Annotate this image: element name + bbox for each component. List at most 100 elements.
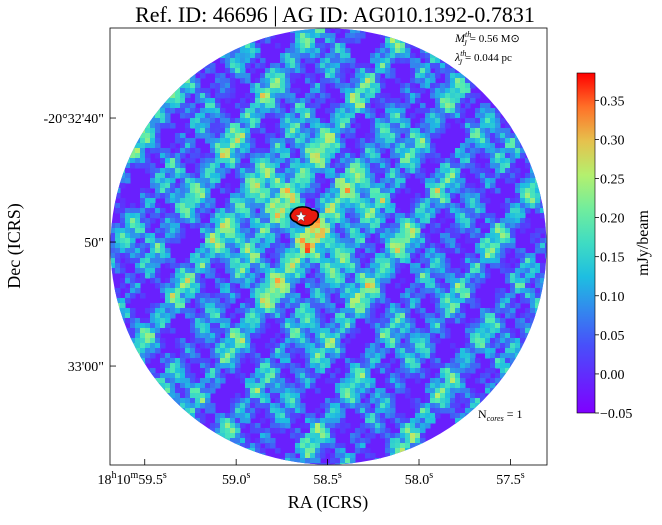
map-cell [500,158,506,164]
map-cell [415,358,421,364]
map-cell [300,298,306,304]
map-cell [260,263,266,269]
map-cell [445,208,451,214]
map-cell [375,368,381,374]
map-cell [345,173,351,179]
map-cell [170,393,176,399]
map-cell [290,113,296,119]
map-cell [160,218,166,224]
map-cell [385,328,391,334]
map-cell [265,103,271,109]
map-cell [445,293,451,299]
map-cell [225,298,231,304]
map-cell [300,393,306,399]
map-cell [375,293,381,299]
map-cell [335,58,341,64]
map-cell [420,368,426,374]
map-cell [475,268,481,274]
map-cell [255,368,261,374]
map-cell [125,318,131,324]
map-cell [270,193,276,199]
map-cell [275,268,281,274]
map-cell [165,288,171,294]
map-cell [360,108,366,114]
map-cell [470,258,476,264]
sup: th [460,49,466,58]
map-cell [310,318,316,324]
map-cell [215,83,221,89]
map-cell [310,328,316,334]
map-cell [440,313,446,319]
map-cell [175,238,181,244]
map-cell [180,288,186,294]
map-cell [205,323,211,329]
map-cell [305,338,311,344]
map-cell [380,103,386,109]
map-cell [270,403,276,409]
map-cell [270,233,276,239]
map-cell [295,38,301,44]
map-cell [270,298,276,304]
map-cell [375,203,381,209]
map-cell [315,48,321,54]
map-cell [540,278,546,284]
map-cell [520,263,526,269]
map-cell [370,363,376,369]
map-cell [265,108,271,114]
map-cell [480,203,486,209]
map-cell [420,68,426,74]
map-cell [145,203,151,209]
map-cell [285,58,291,64]
map-cell [215,93,221,99]
map-cell [400,348,406,354]
map-cell [160,373,166,379]
map-cell [325,363,331,369]
map-cell [415,148,421,154]
map-cell [470,338,476,344]
map-cell [350,28,356,34]
map-cell [150,128,156,134]
map-cell [270,438,276,444]
map-cell [515,338,521,344]
map-cell [180,208,186,214]
map-cell [250,283,256,289]
map-cell [440,168,446,174]
map-cell [295,278,301,284]
map-cell [270,153,276,159]
map-cell [180,358,186,364]
map-cell [295,108,301,114]
map-cell [290,353,296,359]
map-cell [305,353,311,359]
map-cell [450,73,456,79]
map-cell [415,308,421,314]
map-cell [270,148,276,154]
map-cell [270,83,276,89]
map-cell [520,268,526,274]
map-cell [150,123,156,129]
map-cell [230,298,236,304]
map-cell [320,343,326,349]
map-cell [335,253,341,259]
map-cell [270,183,276,189]
map-cell [325,448,331,454]
map-cell [415,303,421,309]
map-cell [300,248,306,254]
map-cell [540,213,546,219]
map-cell [240,118,246,124]
map-cell [470,198,476,204]
map-cell [280,328,286,334]
map-cell [520,193,526,199]
map-cell [495,373,501,379]
map-cell [225,233,231,239]
map-cell [340,253,346,259]
map-cell [340,213,346,219]
map-cell [150,118,156,124]
map-cell [505,303,511,309]
map-cell [335,453,341,459]
map-cell [280,298,286,304]
map-cell [110,238,116,244]
map-cell [350,78,356,84]
map-cell [395,323,401,329]
map-cell [220,348,226,354]
map-cell [130,233,136,239]
